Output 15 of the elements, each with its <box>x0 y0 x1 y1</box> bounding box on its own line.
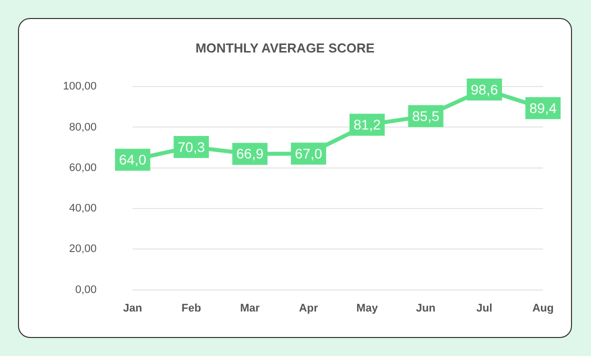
y-tick-label: 100,00 <box>62 80 97 93</box>
x-tick-label: Jun <box>416 302 436 314</box>
y-tick-label: 60,00 <box>69 162 97 174</box>
x-tick-label: Mar <box>240 302 260 314</box>
y-tick-label: 40,00 <box>69 202 97 215</box>
y-tick-label: 80,00 <box>69 121 97 134</box>
x-tick-label: Apr <box>299 302 319 314</box>
y-tick-label: 0,00 <box>75 284 97 296</box>
x-tick-label: May <box>356 302 379 314</box>
chart-title: MONTHLY AVERAGE SCORE <box>195 40 375 56</box>
x-tick-label: Aug <box>532 302 554 314</box>
x-tick-label: Jan <box>123 302 142 314</box>
x-tick-label: Feb <box>181 302 202 314</box>
y-tick-label: 20,00 <box>69 243 97 256</box>
x-tick-label: Jul <box>476 302 492 314</box>
